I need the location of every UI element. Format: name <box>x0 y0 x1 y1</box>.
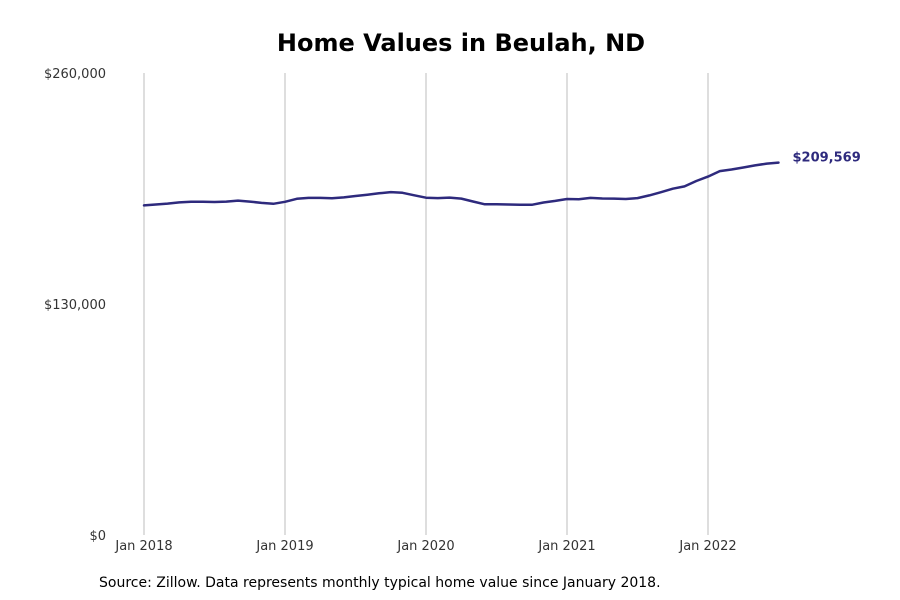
y-tick-label: $130,000 <box>44 298 106 313</box>
series-layer <box>142 161 780 207</box>
y-tick-label: $260,000 <box>44 67 106 82</box>
chart-title: Home Values in Beulah, ND <box>277 29 645 57</box>
grid-layer <box>143 73 709 535</box>
y-tick-label: $0 <box>89 529 106 544</box>
label-layer: Jan 2018 Jan 2019 Jan 2020 Jan 2021 Jan 2022… <box>44 67 861 554</box>
x-tick-label: Jan 2022 <box>678 539 736 554</box>
series-end-label: $209,569 <box>793 151 861 166</box>
x-tick-label: Jan 2021 <box>537 539 595 554</box>
x-tick-label: Jan 2018 <box>114 539 172 554</box>
x-tick-label: Jan 2019 <box>255 539 313 554</box>
series-line <box>142 161 780 207</box>
source-note: Source: Zillow. Data represents monthly … <box>99 575 661 591</box>
x-tick-label: Jan 2020 <box>396 539 454 554</box>
